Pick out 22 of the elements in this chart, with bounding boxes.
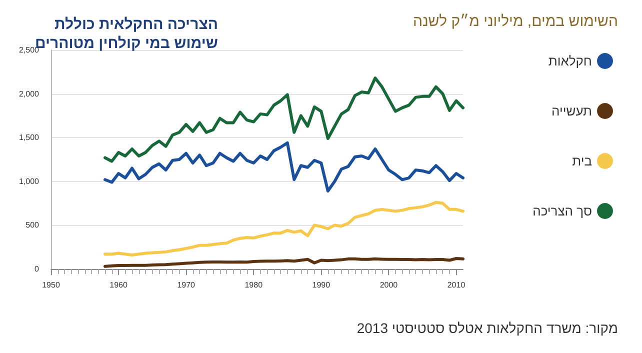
x-tick-label: 1950 [42,280,60,290]
line-series [104,76,464,163]
line-series [104,141,464,193]
x-tick-label: 1960 [110,280,128,290]
y-tick-label: 1,500 [18,133,40,142]
legend-label: חקלאות [548,54,592,68]
line-series [104,256,464,268]
x-tick-label: 1980 [244,280,264,290]
x-tick-label: 1990 [312,280,331,290]
y-tick-label: 500 [26,220,40,230]
legend-label: תעשייה [551,104,592,118]
y-tick-label: 2,000 [18,89,40,98]
x-tick-label: 2010 [447,280,466,290]
line-series [104,200,464,256]
y-tick-label: 1,000 [18,176,40,186]
legend-label: סך הצריכה [532,204,592,218]
legend-label: בית [572,154,592,168]
text: מקור: משרד החקלאות אטלס סטטיסטי 2013 [356,320,618,336]
y-axis-title: השימוש במים, מיליוני מ״ק לשנה [412,13,618,30]
x-tick-label: 1970 [177,280,196,290]
x-tick-label: 2000 [380,280,398,290]
y-tick-label: 0 [34,264,40,274]
